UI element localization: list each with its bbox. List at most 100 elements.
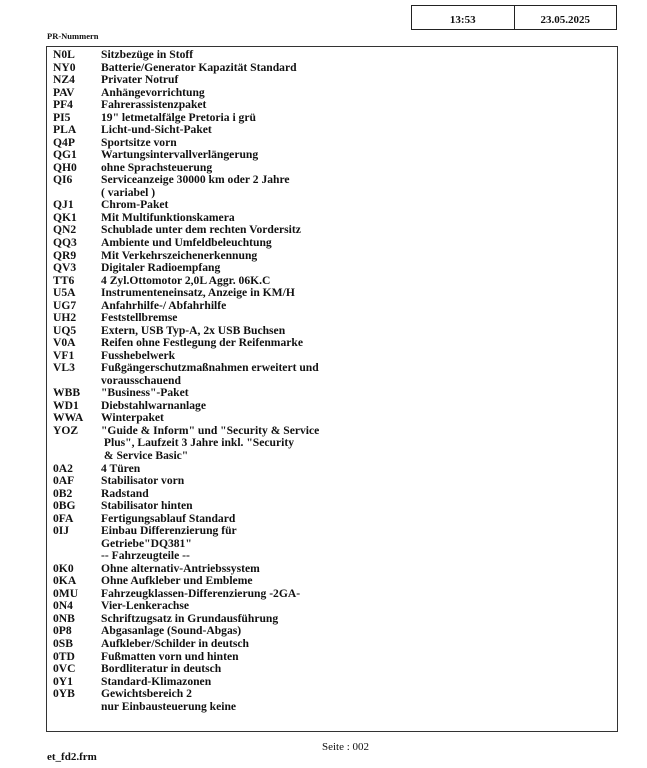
- pr-code: 0VC: [53, 662, 76, 676]
- header-box: 13:53 23.05.2025: [411, 5, 617, 30]
- pr-code: WD1: [53, 398, 79, 412]
- list-item: QK1 Mit Multifunktionskamera: [53, 211, 617, 225]
- header-time: 13:53: [449, 13, 476, 26]
- description-line: Vier-Lenkerachse: [101, 599, 189, 613]
- pr-description: Sitzbezüge in Stoff: [101, 48, 193, 62]
- list-item: QI6 Serviceanzeige 30000 km oder 2 Jahre(…: [53, 174, 617, 199]
- pr-code: UQ5: [53, 323, 77, 337]
- pr-code: PF4: [53, 98, 73, 112]
- pr-code: 0BG: [53, 499, 76, 513]
- list-item: 0KA Ohne Aufkleber und Embleme: [53, 575, 617, 588]
- pr-code: 0SB: [53, 636, 73, 650]
- pr-description: Digitaler Radioempfang: [101, 261, 220, 275]
- pr-code: 0AF: [53, 474, 75, 488]
- pr-code: YOZ: [53, 423, 79, 437]
- description-line: Fahrzeugklassen-Differenzierung -2GA-: [101, 586, 301, 600]
- list-item: PF4 Fahrerassistenzpaket: [53, 99, 617, 112]
- description-line: vorausschauend: [101, 373, 181, 387]
- list-item: 0NB Schriftzugsatz in Grundausführung: [53, 611, 617, 626]
- pr-code: PI5: [53, 110, 71, 124]
- description-line: Fertigungsablauf Standard: [101, 511, 236, 525]
- pr-code: U5A: [53, 286, 76, 300]
- description-line: "Business"-Paket: [101, 386, 189, 400]
- pr-description: Anfahrhilfe-/ Abfahrhilfe: [101, 299, 226, 313]
- section-title: PR-Nummern: [47, 31, 99, 41]
- list-item: 0BG Stabilisator hinten: [53, 500, 617, 513]
- description-line: Schublade unter dem rechten Vordersitz: [101, 223, 301, 237]
- description-line: Aufkleber/Schilder in deutsch: [101, 636, 249, 650]
- pr-code: UH2: [53, 311, 77, 325]
- pr-description: Instrumenteneinsatz, Anzeige in KM/H: [101, 287, 295, 300]
- description-line: Plus", Laufzeit 3 Jahre inkl. "Security: [101, 436, 295, 450]
- description-line: Mit Verkehrszeichenerkennung: [101, 248, 258, 262]
- pr-description: Vier-Lenkerachse: [101, 600, 189, 613]
- pr-description: Licht-und-Sicht-Paket: [101, 124, 212, 137]
- pr-code: 0FA: [53, 511, 74, 525]
- pr-description: Fahrerassistenzpaket: [101, 99, 206, 112]
- pr-code: QR9: [53, 248, 77, 262]
- pr-code: WWA: [53, 411, 84, 425]
- pr-description: Fertigungsablauf Standard: [101, 511, 236, 526]
- pr-code: 0K0: [53, 561, 74, 575]
- pr-description: Standard-Klimazonen: [101, 674, 212, 689]
- list-item: UH2 Feststellbremse: [53, 312, 617, 325]
- pr-description: Privater Notruf: [101, 74, 178, 87]
- pr-description: ohne Sprachsteuerung: [101, 161, 212, 175]
- pr-code: PLA: [53, 123, 77, 137]
- pr-code: 0TD: [53, 649, 75, 663]
- pr-description: Bordliteratur in deutsch: [101, 662, 221, 676]
- description-line: Abgasanlage (Sound-Abgas): [101, 624, 242, 638]
- pr-description: Fußmatten vorn und hinten: [101, 650, 239, 664]
- pr-code: 0A2: [53, 461, 73, 475]
- pr-description: Abgasanlage (Sound-Abgas): [101, 625, 241, 638]
- description-line: "Guide & Inform" und "Security & Service: [101, 423, 320, 437]
- pr-code: QQ3: [53, 235, 77, 249]
- description-line: Diebstahlwarnanlage: [101, 398, 206, 412]
- pr-code: 0IJ: [53, 524, 70, 538]
- list-item: PAV Anhängevorrichtung: [53, 86, 617, 100]
- list-item: YOZ "Guide & Inform" und "Security & Serv…: [53, 423, 617, 463]
- list-item: PI5 19" letmetalfälge Pretoria i grü: [53, 110, 617, 125]
- description-line: Getriebe"DQ381": [101, 536, 192, 550]
- header-date: 23.05.2025: [513, 6, 617, 29]
- list-item: 0VC Bordliteratur in deutsch: [53, 662, 617, 676]
- pr-code: V0A: [53, 336, 76, 350]
- pr-description: Anhängevorrichtung: [101, 86, 205, 100]
- list-item: QG1 Wartungsintervallverlängerung: [53, 149, 617, 162]
- pr-code: NZ4: [53, 73, 75, 87]
- description-line: Einbau Differenzierung für: [101, 524, 237, 538]
- pr-code: UG7: [53, 298, 77, 312]
- list-item: 0Y1 Standard-Klimazonen: [53, 674, 617, 689]
- pr-description: Einbau Differenzierung für Getriebe"DQ381…: [101, 525, 237, 563]
- description-line: Instrumenteneinsatz, Anzeige in KM/H: [101, 286, 295, 300]
- pr-description: Feststellbremse: [101, 312, 177, 325]
- list-item: WD1 Diebstahlwarnanlage: [53, 398, 617, 413]
- list-item: Q4P Sportsitze vorn: [53, 136, 617, 150]
- description-line: 4 Zyl.Ottomotor 2,0L Aggr. 06K.C: [101, 273, 271, 287]
- pr-code: QJ1: [53, 198, 74, 212]
- description-line: -- Fahrzeugteile --: [101, 549, 190, 563]
- list-item: WBB "Business"-Paket: [53, 387, 617, 400]
- pr-code: 0NB: [53, 611, 75, 625]
- pr-code: 0MU: [53, 586, 79, 600]
- pr-code: QH0: [53, 160, 77, 174]
- list-item: 0N4 Vier-Lenkerachse: [53, 600, 617, 613]
- list-item: 0B2 Radstand: [53, 487, 617, 501]
- pr-description: Mit Multifunktionskamera: [101, 211, 235, 225]
- pr-description: 19" letmetalfälge Pretoria i grü: [101, 111, 256, 125]
- description-line: Batterie/Generator Kapazität Standard: [101, 60, 297, 74]
- pr-code: VF1: [53, 348, 75, 362]
- pr-code: VL3: [53, 361, 75, 375]
- description-line: Stabilisator vorn: [101, 474, 185, 488]
- list-item: V0A Reifen ohne Festlegung der Reifenmark…: [53, 337, 617, 350]
- description-line: Wartungsintervallverlängerung: [101, 148, 259, 162]
- pr-description: Reifen ohne Festlegung der Reifenmarke: [101, 337, 303, 350]
- description-line: Fahrerassistenzpaket: [101, 98, 207, 112]
- pr-description: Diebstahlwarnanlage: [101, 398, 206, 413]
- description-line: Schriftzugsatz in Grundausführung: [101, 611, 279, 625]
- list-item: N0L Sitzbezüge in Stoff: [53, 48, 617, 62]
- pr-description: Fußgängerschutzmaßnahmen erweitert und vo…: [101, 362, 319, 387]
- description-line: Standard-Klimazonen: [101, 674, 212, 688]
- description-line: Chrom-Paket: [101, 198, 169, 212]
- pr-code: QG1: [53, 148, 77, 162]
